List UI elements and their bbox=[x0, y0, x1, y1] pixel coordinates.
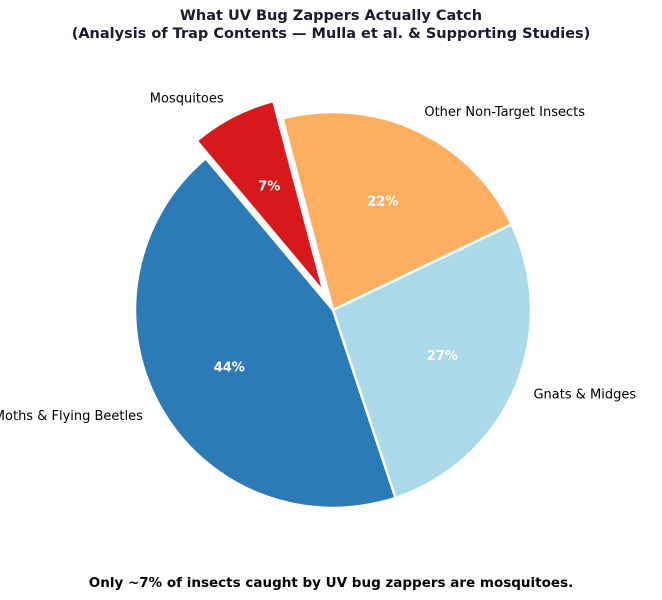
pie-category-label-gnats-midges: Gnats & Midges bbox=[533, 388, 636, 403]
pie-pct-label-other-non-target-insects: 22% bbox=[367, 195, 398, 210]
pie-category-label-mosquitoes: Mosquitoes bbox=[150, 92, 224, 107]
pie-pct-label-gnats-midges: 27% bbox=[427, 349, 458, 364]
pie-pct-label-moths-flying-beetles: 44% bbox=[214, 360, 245, 375]
chart-title-line1: What UV Bug Zappers Actually Catch bbox=[179, 8, 483, 24]
chart-title: What UV Bug Zappers Actually Catch (Anal… bbox=[0, 7, 662, 43]
pie-slice-moths-flying-beetles bbox=[133, 157, 397, 510]
pie-slice-mosquitoes bbox=[195, 99, 326, 294]
pie-slice-other-non-target-insects bbox=[281, 110, 513, 312]
pie-pct-label-mosquitoes: 7% bbox=[258, 179, 280, 194]
pie-slice-gnats-midges bbox=[331, 223, 533, 500]
pie-category-label-moths-flying-beetles: Moths & Flying Beetles bbox=[0, 409, 143, 424]
chart-footnote: Only ~7% of insects caught by UV bug zap… bbox=[88, 575, 574, 591]
pie-category-label-other-non-target-insects: Other Non-Target Insects bbox=[424, 105, 585, 120]
chart-title-line2: (Analysis of Trap Contents — Mulla et al… bbox=[71, 26, 591, 42]
